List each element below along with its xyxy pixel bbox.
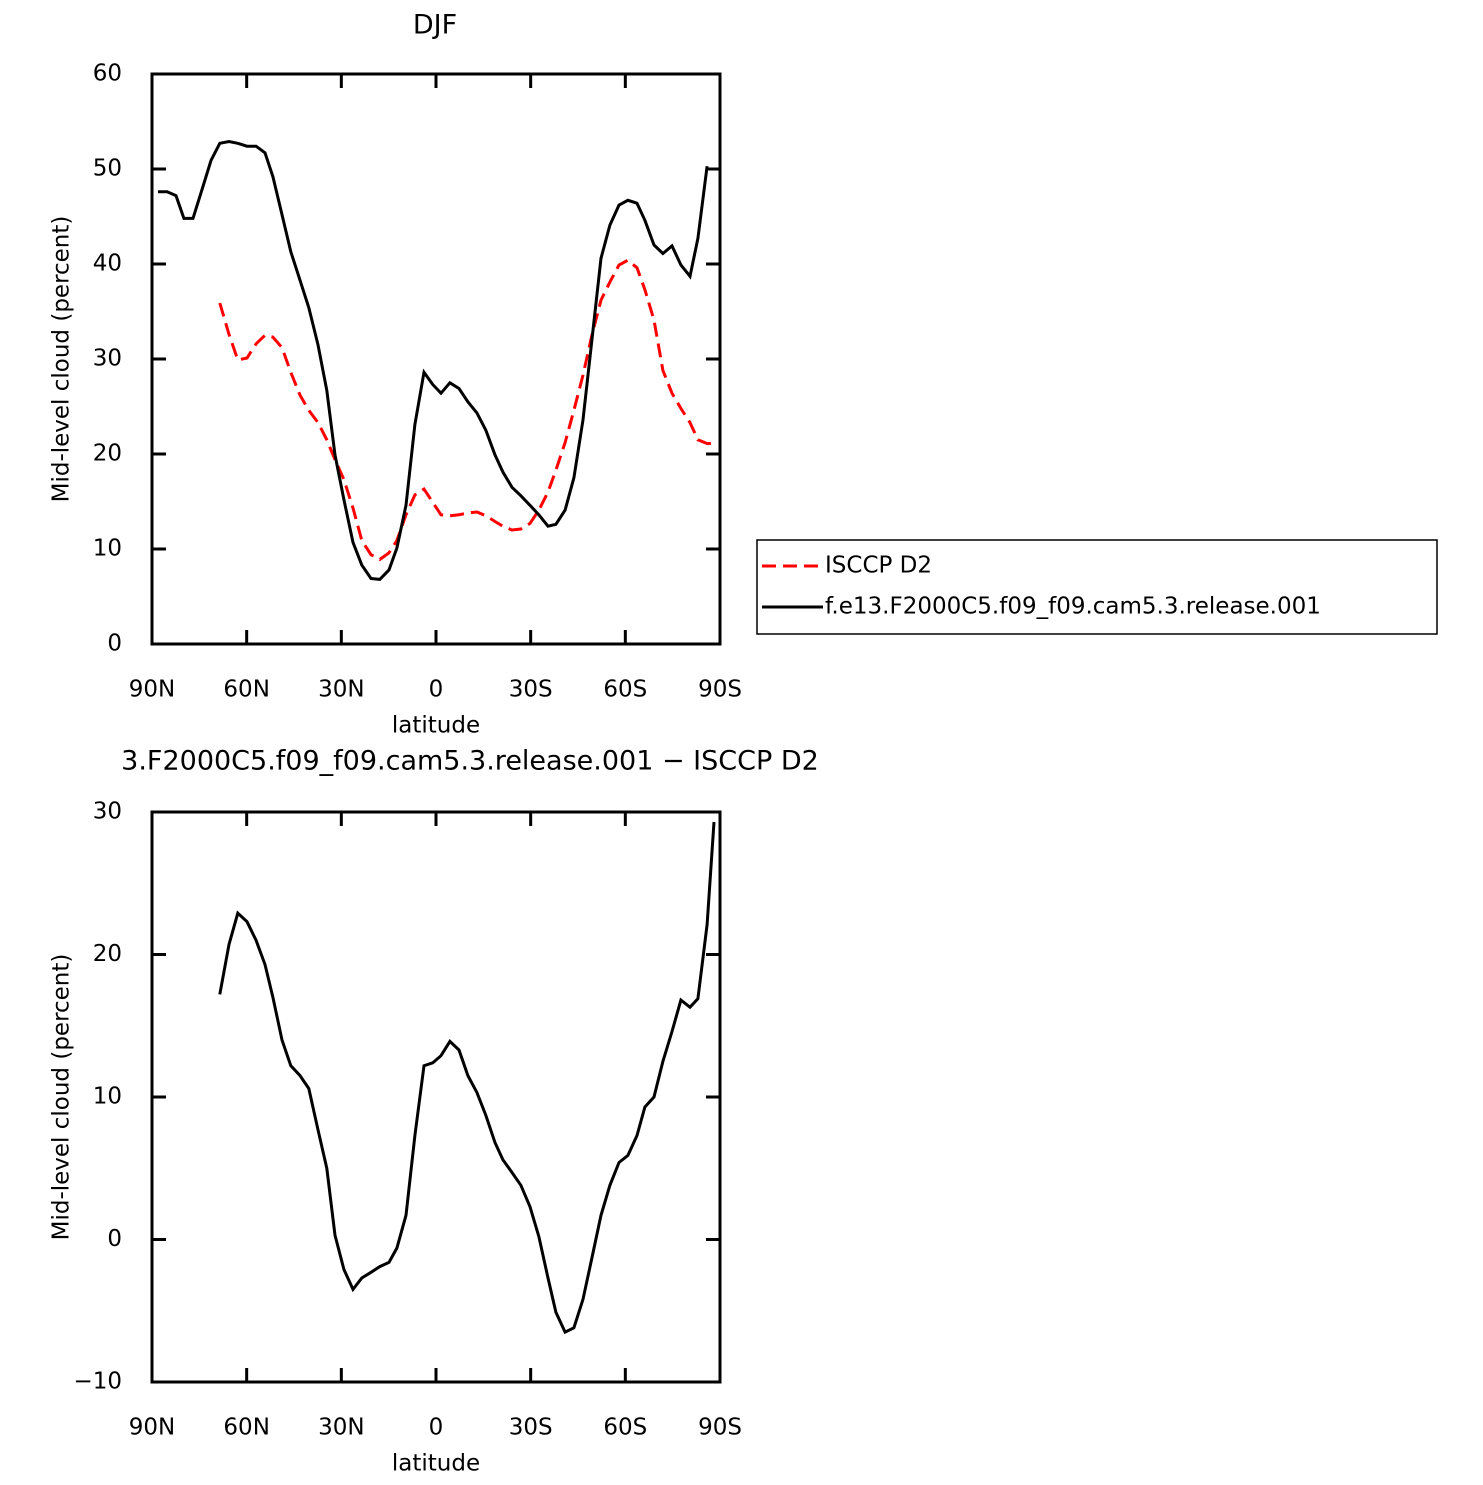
- legend-label: ISCCP D2: [825, 553, 932, 579]
- x-tick-label: 30N: [318, 677, 364, 703]
- x-tick-label: 90N: [129, 677, 175, 703]
- x-tick-label: 60S: [603, 677, 647, 703]
- x-axis-label: latitude: [392, 1451, 480, 1477]
- x-tick-label: 0: [429, 677, 444, 703]
- legend-label: f.e13.F2000C5.f09_f09.cam5.3.release.001: [825, 594, 1321, 620]
- y-tick-label: 60: [93, 61, 122, 87]
- y-tick-label: 10: [93, 536, 122, 562]
- data-line: [218, 821, 716, 1335]
- data-line: [158, 139, 709, 581]
- x-tick-label: 0: [429, 1415, 444, 1441]
- chart-title: 3.F2000C5.f09_f09.cam5.3.release.001 − I…: [121, 746, 819, 777]
- x-tick-label: 60N: [223, 1415, 269, 1441]
- y-tick-label: 0: [107, 1226, 122, 1252]
- legend-box: [756, 539, 1438, 635]
- y-tick-label: 30: [93, 799, 122, 825]
- y-tick-label: 10: [93, 1084, 122, 1110]
- y-tick-label: 40: [93, 251, 122, 277]
- x-axis-label: latitude: [392, 713, 480, 739]
- x-tick-label: 30N: [318, 1415, 364, 1441]
- x-tick-label: 90S: [698, 1415, 742, 1441]
- y-tick-label: 20: [93, 441, 122, 467]
- chart-title: DJF: [413, 10, 457, 41]
- x-tick-label: 90S: [698, 677, 742, 703]
- y-axis-label: Mid-level cloud (percent): [49, 954, 75, 1241]
- data-line: [218, 258, 714, 562]
- y-tick-label: 30: [93, 346, 122, 372]
- x-tick-label: 30S: [509, 677, 553, 703]
- y-tick-label: 50: [93, 156, 122, 182]
- x-tick-label: 60S: [603, 1415, 647, 1441]
- y-tick-label: 20: [93, 941, 122, 967]
- plot-frame: [150, 72, 722, 646]
- x-tick-label: 60N: [223, 677, 269, 703]
- plot-frame: [150, 810, 722, 1384]
- y-tick-label: −10: [73, 1369, 122, 1395]
- y-tick-label: 0: [107, 631, 122, 657]
- x-tick-label: 90N: [129, 1415, 175, 1441]
- x-tick-label: 30S: [509, 1415, 553, 1441]
- y-axis-label: Mid-level cloud (percent): [49, 216, 75, 503]
